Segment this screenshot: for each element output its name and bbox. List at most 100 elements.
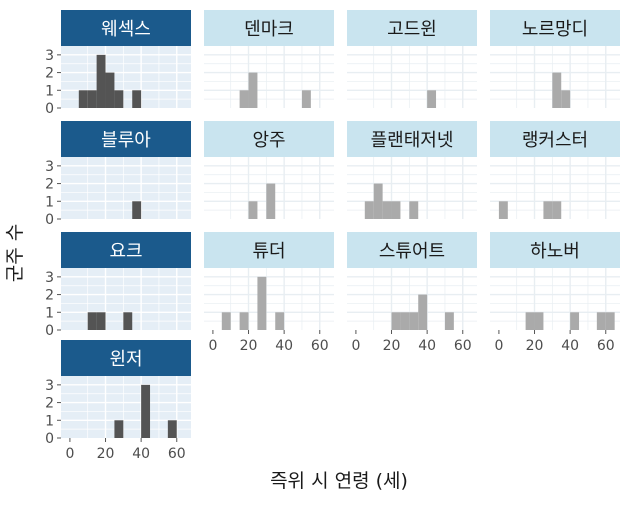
x-tick-label: 0 xyxy=(65,446,74,462)
x-tick-label: 40 xyxy=(418,338,436,354)
x-tick-label: 60 xyxy=(454,338,472,354)
y-tick-label: 1 xyxy=(45,305,54,321)
facet-plot-background xyxy=(347,46,477,108)
histogram-bar xyxy=(105,72,115,108)
x-tick-label: 20 xyxy=(97,446,115,462)
x-tick-label: 20 xyxy=(383,338,401,354)
histogram-bar xyxy=(409,201,419,219)
histogram-bar xyxy=(391,312,401,330)
facet-panel: 하노버 0 20 40 60 xyxy=(490,232,620,354)
histogram-bar xyxy=(400,312,410,330)
histogram-bar xyxy=(239,312,249,330)
facet-strip-label: 윈저 xyxy=(109,349,142,370)
facet-strip xyxy=(61,340,191,376)
facet-panel: 노르망디 xyxy=(490,10,620,108)
histogram-bar xyxy=(123,312,133,330)
histogram-bar xyxy=(87,90,97,108)
histogram-bar xyxy=(275,312,285,330)
y-tick-label: 1 xyxy=(45,83,54,99)
histogram-bar xyxy=(552,72,562,108)
histogram-bar xyxy=(552,201,562,219)
facet-strip-label: 플랜태저넷 xyxy=(371,130,454,151)
histogram-bar xyxy=(364,201,374,219)
x-axis-title: 즉위 시 연령 (세) xyxy=(270,470,408,492)
histogram-bar xyxy=(444,312,454,330)
facet-strip xyxy=(347,10,477,46)
histogram-bar xyxy=(605,312,615,330)
x-tick-label: 60 xyxy=(311,338,329,354)
facet-strip-label: 앙주 xyxy=(252,130,285,151)
histogram-bar xyxy=(266,183,276,219)
facet-panel: 고드윈 xyxy=(347,10,477,108)
facet-strip-label: 웨섹스 xyxy=(101,19,151,40)
facet-strip xyxy=(490,121,620,157)
facet-strip xyxy=(490,10,620,46)
histogram-bar xyxy=(570,312,580,330)
y-tick-label: 3 xyxy=(45,48,54,64)
y-tick-label: 0 xyxy=(45,431,54,447)
histogram-bar xyxy=(96,54,106,108)
y-tick-label: 1 xyxy=(45,194,54,210)
histogram-bar xyxy=(561,90,571,108)
y-tick-label: 2 xyxy=(45,177,54,193)
x-tick-label: 0 xyxy=(494,338,503,354)
histogram-bar xyxy=(525,312,535,330)
facet-plot-background xyxy=(61,157,191,219)
histogram-bar xyxy=(167,420,177,438)
y-axis-title: 군주 수 xyxy=(4,224,26,282)
histogram-bar xyxy=(114,90,124,108)
facet-strip xyxy=(61,10,191,46)
facet-strip xyxy=(204,232,334,268)
histogram-bar xyxy=(418,294,428,330)
y-tick-label: 3 xyxy=(45,378,54,394)
histogram-bar xyxy=(543,201,553,219)
x-tick-label: 0 xyxy=(208,338,217,354)
facet-strip xyxy=(61,232,191,268)
facet-plot-background xyxy=(204,46,334,108)
histogram-bar xyxy=(239,90,249,108)
histogram-bar xyxy=(78,90,88,108)
histogram-bar xyxy=(141,384,151,438)
facet-strip xyxy=(490,232,620,268)
histogram-bar xyxy=(498,201,508,219)
facet-strip-label: 요크 xyxy=(109,241,142,262)
y-tick-label: 2 xyxy=(45,396,54,412)
facet-panel: 웨섹스 0 12 3 xyxy=(45,10,191,117)
x-tick-label: 20 xyxy=(526,338,544,354)
histogram-bar xyxy=(248,201,258,219)
histogram-bar xyxy=(391,201,401,219)
histogram-bar xyxy=(409,312,419,330)
histogram-bar xyxy=(382,201,392,219)
y-tick-label: 3 xyxy=(45,270,54,286)
histogram-bar xyxy=(427,90,437,108)
facet-strip xyxy=(61,121,191,157)
histogram-bar xyxy=(132,201,142,219)
histogram-bar xyxy=(248,72,258,108)
facet-strip-label: 하노버 xyxy=(530,241,580,262)
facet-panel: 랭커스터 xyxy=(490,121,620,219)
facet-panel: 튜더 0 20 40 60 xyxy=(204,232,334,354)
x-tick-label: 40 xyxy=(275,338,293,354)
facet-panel: 블루아 0 12 3 xyxy=(45,121,191,228)
facet-panel: 스튜어트 0 20 40 60 xyxy=(347,232,477,354)
facet-panel: 앙주 xyxy=(204,121,334,219)
histogram-bar xyxy=(373,183,383,219)
x-tick-label: 40 xyxy=(132,446,150,462)
histogram-bar xyxy=(132,90,142,108)
facet-panel: 윈저 0 12 3 0 20 40 60 xyxy=(45,340,191,462)
y-tick-label: 0 xyxy=(45,323,54,339)
facet-strip-label: 랭커스터 xyxy=(522,130,588,151)
facet-panel: 요크 0 12 3 xyxy=(45,232,191,339)
facet-strip-label: 블루아 xyxy=(101,130,151,151)
histogram-bar xyxy=(87,312,97,330)
facet-strip xyxy=(347,232,477,268)
facet-strip xyxy=(347,121,477,157)
histogram-bar xyxy=(257,276,267,330)
facet-panel: 덴마크 xyxy=(204,10,334,108)
y-tick-label: 0 xyxy=(45,212,54,228)
facet-panel: 플랜태저넷 xyxy=(347,121,477,219)
histogram-bar xyxy=(221,312,231,330)
facet-strip-label: 덴마크 xyxy=(244,19,294,40)
